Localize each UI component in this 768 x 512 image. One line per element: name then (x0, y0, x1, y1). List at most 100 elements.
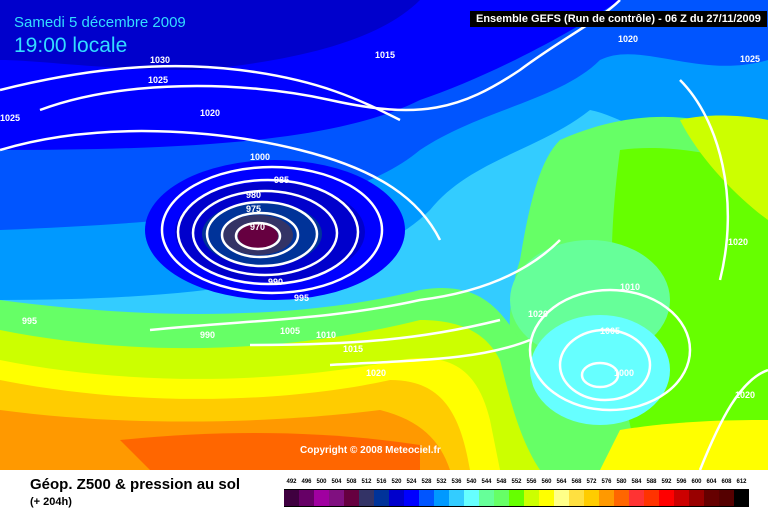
isobar-label: 980 (246, 190, 261, 200)
legend-swatch (509, 489, 524, 507)
legend-value: 500 (316, 479, 327, 485)
legend-swatch (554, 489, 569, 507)
legend-value: 516 (376, 479, 387, 485)
legend-value: 508 (346, 479, 357, 485)
legend-swatch (659, 489, 674, 507)
legend-item: 584 (629, 479, 644, 507)
legend-swatch (704, 489, 719, 507)
isobar-label: 985 (274, 175, 289, 185)
legend-swatch (569, 489, 584, 507)
legend-swatch (599, 489, 614, 507)
legend-swatch (344, 489, 359, 507)
legend-item: 560 (539, 479, 554, 507)
legend-item: 520 (389, 479, 404, 507)
legend-item: 576 (599, 479, 614, 507)
legend-item: 556 (524, 479, 539, 507)
legend-swatch (689, 489, 704, 507)
map-title: Géop. Z500 & pression au sol (30, 476, 241, 493)
legend-item: 552 (509, 479, 524, 507)
isobar-label: 1005 (600, 326, 620, 336)
forecast-date: Samedi 5 décembre 2009 (14, 14, 186, 31)
legend-item: 536 (449, 479, 464, 507)
legend-swatch (479, 489, 494, 507)
legend-item: 592 (659, 479, 674, 507)
copyright: Copyright © 2008 Meteociel.fr (300, 445, 441, 456)
isobar-label: 990 (200, 330, 215, 340)
isobar-label: 1030 (150, 55, 170, 65)
legend-item: 612 (734, 479, 749, 507)
legend-item: 496 (299, 479, 314, 507)
legend-swatch (524, 489, 539, 507)
legend-value: 580 (616, 479, 627, 485)
legend-value: 544 (481, 479, 492, 485)
legend-value: 592 (661, 479, 672, 485)
legend-swatch (404, 489, 419, 507)
legend-value: 560 (541, 479, 552, 485)
legend-item: 524 (404, 479, 419, 507)
isobar-label: 1000 (614, 368, 634, 378)
legend-value: 576 (601, 479, 612, 485)
legend-value: 568 (571, 479, 582, 485)
legend-value: 564 (556, 479, 567, 485)
forecast-hour: (+ 204h) (30, 496, 72, 508)
legend-item: 504 (329, 479, 344, 507)
legend-value: 556 (526, 479, 537, 485)
isobar-label: 990 (268, 277, 283, 287)
legend-item: 540 (464, 479, 479, 507)
isobar-label: 1015 (375, 50, 395, 60)
legend-item: 500 (314, 479, 329, 507)
legend-swatch (539, 489, 554, 507)
legend-value: 528 (421, 479, 432, 485)
legend-swatch (644, 489, 659, 507)
legend-value: 536 (451, 479, 462, 485)
legend-value: 492 (286, 479, 297, 485)
footer: Géop. Z500 & pression au sol (+ 204h) 49… (0, 470, 768, 512)
isobar-label: 1020 (366, 368, 386, 378)
legend-value: 512 (361, 479, 372, 485)
legend-value: 524 (406, 479, 417, 485)
run-info: Ensemble GEFS (Run de contrôle) - 06 Z d… (470, 11, 767, 27)
legend-value: 552 (511, 479, 522, 485)
legend-swatch (614, 489, 629, 507)
isobar-label: 1000 (250, 152, 270, 162)
legend-value: 596 (676, 479, 687, 485)
forecast-time: 19:00 locale (14, 34, 128, 57)
legend-item: 516 (374, 479, 389, 507)
isobar-label: 1005 (280, 326, 300, 336)
weather-map: 1030 1025 1020 1015 1000 985 980 975 970… (0, 0, 768, 470)
legend-value: 504 (331, 479, 342, 485)
legend-swatch (494, 489, 509, 507)
legend-swatch (464, 489, 479, 507)
legend-swatch (329, 489, 344, 507)
legend-item: 528 (419, 479, 434, 507)
legend-swatch (434, 489, 449, 507)
isobar-label: 1010 (316, 330, 336, 340)
legend-value: 588 (646, 479, 657, 485)
legend-value: 604 (706, 479, 717, 485)
legend-swatch (284, 489, 299, 507)
isobar-label: 1025 (740, 54, 760, 64)
isobar-label: 995 (294, 293, 309, 303)
legend-swatch (299, 489, 314, 507)
legend-item: 596 (674, 479, 689, 507)
isobar-label: 995 (22, 316, 37, 326)
isobar-label: 1025 (148, 75, 168, 85)
legend-swatch (314, 489, 329, 507)
legend-value: 540 (466, 479, 477, 485)
legend-value: 496 (301, 479, 312, 485)
isobar-label: 1025 (0, 113, 20, 123)
isobar-label: 1020 (200, 108, 220, 118)
legend-item: 568 (569, 479, 584, 507)
isobar-label: 1020 (728, 237, 748, 247)
legend-value: 532 (436, 479, 447, 485)
legend-item: 572 (584, 479, 599, 507)
legend-item: 548 (494, 479, 509, 507)
legend-swatch (374, 489, 389, 507)
legend-item: 544 (479, 479, 494, 507)
legend-item: 564 (554, 479, 569, 507)
legend-value: 608 (721, 479, 732, 485)
legend-item: 604 (704, 479, 719, 507)
isobar-label: 1020 (735, 390, 755, 400)
legend-swatch (359, 489, 374, 507)
isobar-label: 1020 (528, 309, 548, 319)
